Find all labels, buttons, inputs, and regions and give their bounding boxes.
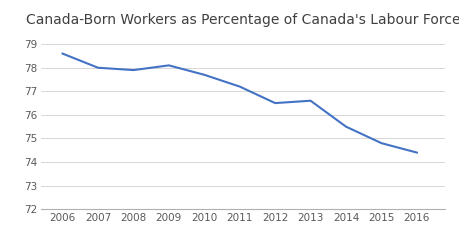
Title: Canada-Born Workers as Percentage of Canada's Labour Force: Canada-Born Workers as Percentage of Can… [26,13,459,27]
